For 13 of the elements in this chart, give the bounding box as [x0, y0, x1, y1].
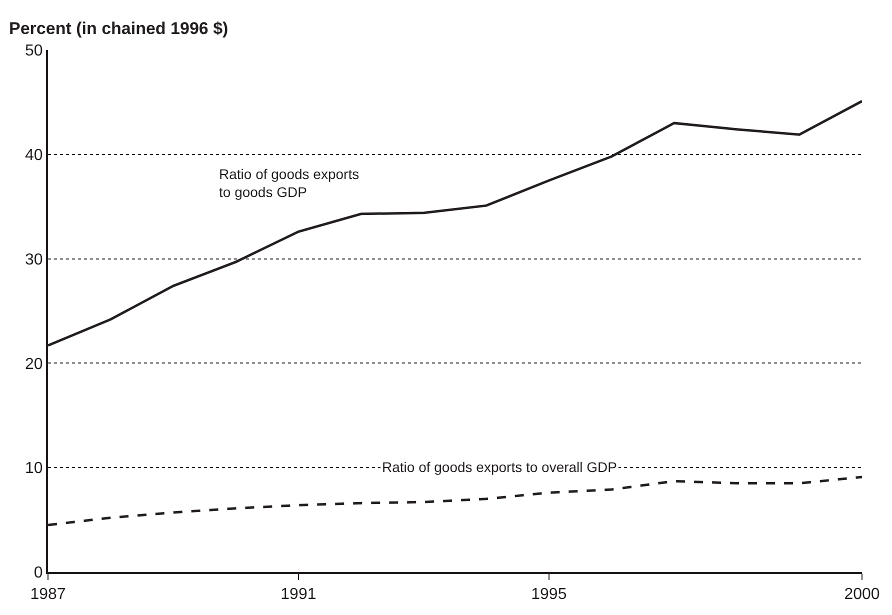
y-axis-title: Percent (in chained 1996 $): [9, 19, 228, 38]
y-tick-label: 40: [25, 147, 43, 164]
x-tick-label: 1987: [30, 586, 66, 604]
y-tick-label: 50: [25, 42, 43, 60]
x-tick-label: 1995: [531, 586, 567, 604]
x-tick-label: 2000: [844, 586, 880, 604]
y-tick-label: 30: [25, 251, 43, 268]
y-tick-label: 0: [34, 564, 43, 582]
series-label: Ratio of goods exports to goods GDP: [219, 166, 360, 200]
x-tick-label: 1991: [280, 586, 316, 604]
series-label: Ratio of goods exports to overall GDP: [382, 459, 618, 475]
y-tick-label: 10: [25, 460, 43, 478]
y-tick-label: 20: [25, 356, 43, 373]
